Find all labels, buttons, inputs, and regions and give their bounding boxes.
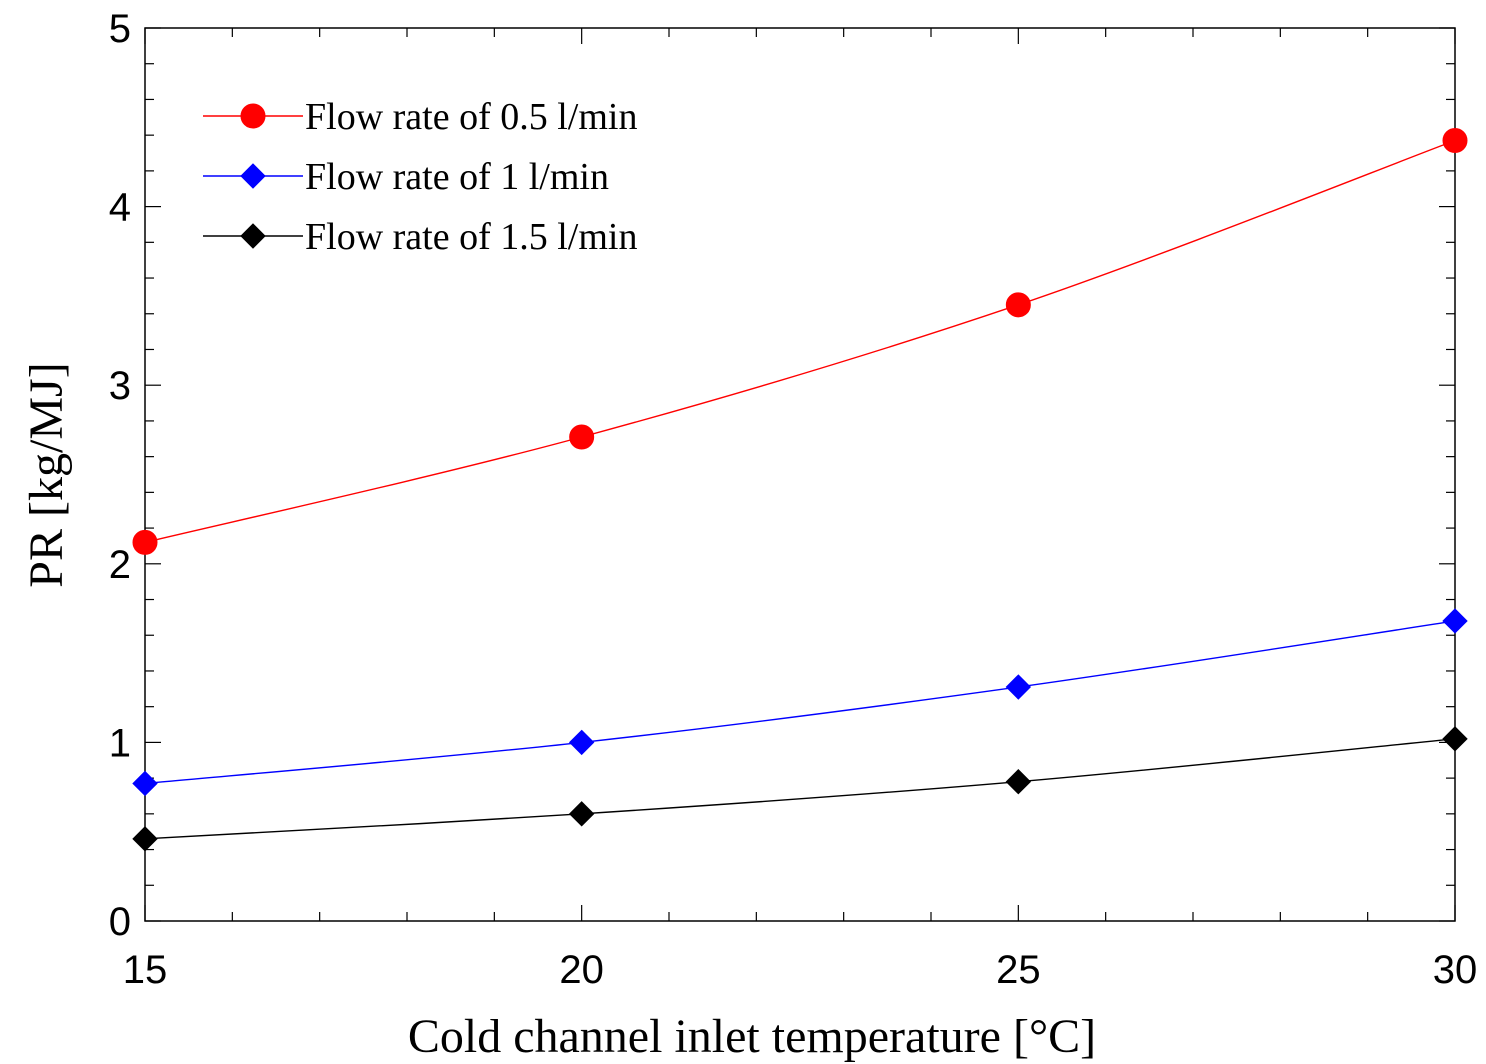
data-point [1005,768,1032,795]
data-point [1442,726,1468,752]
data-point [569,424,595,450]
legend-marker [240,163,266,189]
y-tick-label: 3 [109,364,131,408]
y-tick-label: 5 [109,7,131,51]
data-point [132,826,158,852]
legend-item: Flow rate of 0.5 l/min [203,96,637,138]
data-point [1442,608,1468,634]
legend-item: Flow rate of 1 l/min [203,156,609,198]
y-tick-label: 4 [109,186,131,230]
series-line [144,139,1456,544]
y-tick-label: 2 [109,543,131,587]
legend-label: Flow rate of 1.5 l/min [305,216,637,258]
data-point [1442,128,1468,154]
series-1 [132,128,1468,555]
series-2 [132,608,1468,797]
data-point [132,529,158,555]
series-layer [132,128,1468,852]
legend-label: Flow rate of 1 l/min [305,156,609,198]
data-point [1005,674,1032,700]
legend-item: Flow rate of 1.5 l/min [203,216,637,258]
series-3 [132,726,1468,852]
data-point [568,801,595,827]
legend-label: Flow rate of 0.5 l/min [305,96,637,138]
series-line [144,738,1456,840]
y-tick-label: 0 [109,900,131,944]
x-tick-label: 30 [1433,948,1478,992]
data-point [1005,292,1031,318]
y-axis-title: PR [kg/MJ] [20,362,73,587]
data-point [132,770,158,797]
x-tick-label: 20 [559,948,604,992]
legend: Flow rate of 0.5 l/min Flow rate of 1 l/m… [203,96,637,258]
x-tick-label: 15 [123,948,168,992]
legend-marker [240,103,266,129]
x-tick-label: 25 [996,948,1041,992]
data-point [568,729,595,756]
axis-ticks: 15 20 25 30 0 1 2 3 4 5 [109,7,1478,992]
x-axis-title: Cold channel inlet temperature [°C] [408,1010,1096,1063]
y-tick-label: 1 [109,721,131,765]
series-line [144,620,1456,785]
plot-area [144,27,1456,922]
legend-marker [240,223,266,249]
